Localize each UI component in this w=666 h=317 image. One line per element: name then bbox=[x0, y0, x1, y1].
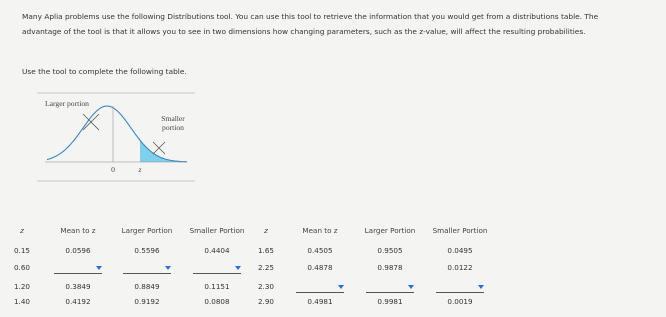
table-cell: 2.90 bbox=[257, 297, 274, 306]
table-cell: 0.60 bbox=[13, 263, 30, 272]
table-cell: 0.0808 bbox=[204, 297, 230, 306]
answer-dropdown[interactable] bbox=[436, 284, 484, 293]
column-header: Larger Portion bbox=[121, 226, 173, 235]
table-cell: 0.0596 bbox=[65, 246, 91, 255]
table-cell: 0.4505 bbox=[307, 246, 333, 255]
column-header: Larger Portion bbox=[364, 226, 416, 235]
zero-label: 0 bbox=[111, 165, 115, 174]
z-label: z bbox=[138, 165, 142, 174]
smaller-label-box: Smaller portion bbox=[161, 114, 185, 132]
table-cell: 0.9192 bbox=[134, 297, 160, 306]
answer-dropdown[interactable] bbox=[366, 284, 414, 293]
table-cell: 0.4192 bbox=[65, 297, 91, 306]
table-cell: 0.4981 bbox=[307, 297, 333, 306]
smaller-label: Smaller portion bbox=[161, 114, 185, 132]
table-cell: 0.4404 bbox=[204, 246, 230, 255]
column-header: Mean to z bbox=[302, 226, 338, 235]
table-cell: 0.9878 bbox=[377, 263, 403, 272]
table-cell: 0.3849 bbox=[65, 282, 91, 291]
pointer bbox=[82, 113, 100, 131]
larger-label: Larger portion bbox=[45, 99, 89, 108]
column-header: Smaller Portion bbox=[432, 226, 488, 235]
column-header: z bbox=[264, 226, 268, 235]
smaller-portion-area bbox=[140, 140, 187, 162]
column-header: Mean to z bbox=[60, 226, 96, 235]
table-cell: 2.25 bbox=[257, 263, 274, 272]
column-header: z bbox=[20, 226, 24, 235]
table-cell: 0.5596 bbox=[134, 246, 160, 255]
answer-dropdown[interactable] bbox=[54, 265, 102, 274]
table-cell: 0.4878 bbox=[307, 263, 333, 272]
pointer bbox=[152, 141, 166, 155]
table-cell: 0.9981 bbox=[377, 297, 403, 306]
table-cell: 0.0019 bbox=[447, 297, 473, 306]
table-cell: 2.30 bbox=[257, 282, 274, 291]
answer-dropdown[interactable] bbox=[193, 265, 241, 274]
normal-curve bbox=[46, 105, 188, 163]
intro-text: Many Aplia problems use the following Di… bbox=[22, 12, 599, 36]
answer-dropdown[interactable] bbox=[123, 265, 171, 274]
table-cell: 1.40 bbox=[13, 297, 30, 306]
table-cell: 0.8849 bbox=[134, 282, 160, 291]
table-cell: 0.1151 bbox=[204, 282, 230, 291]
table-cell: 1.20 bbox=[13, 282, 30, 291]
answer-dropdown[interactable] bbox=[296, 284, 344, 293]
instruction: Use the tool to complete the following t… bbox=[22, 67, 187, 76]
table-cell: 1.65 bbox=[257, 246, 274, 255]
column-header: Smaller Portion bbox=[189, 226, 245, 235]
table-cell: 0.0122 bbox=[447, 263, 473, 272]
table-cell: 0.15 bbox=[13, 246, 30, 255]
table-cell: 0.0495 bbox=[447, 246, 473, 255]
distribution-tool: Larger portion Smaller portion 0 z bbox=[37, 92, 195, 182]
table-cell: 0.9505 bbox=[377, 246, 403, 255]
